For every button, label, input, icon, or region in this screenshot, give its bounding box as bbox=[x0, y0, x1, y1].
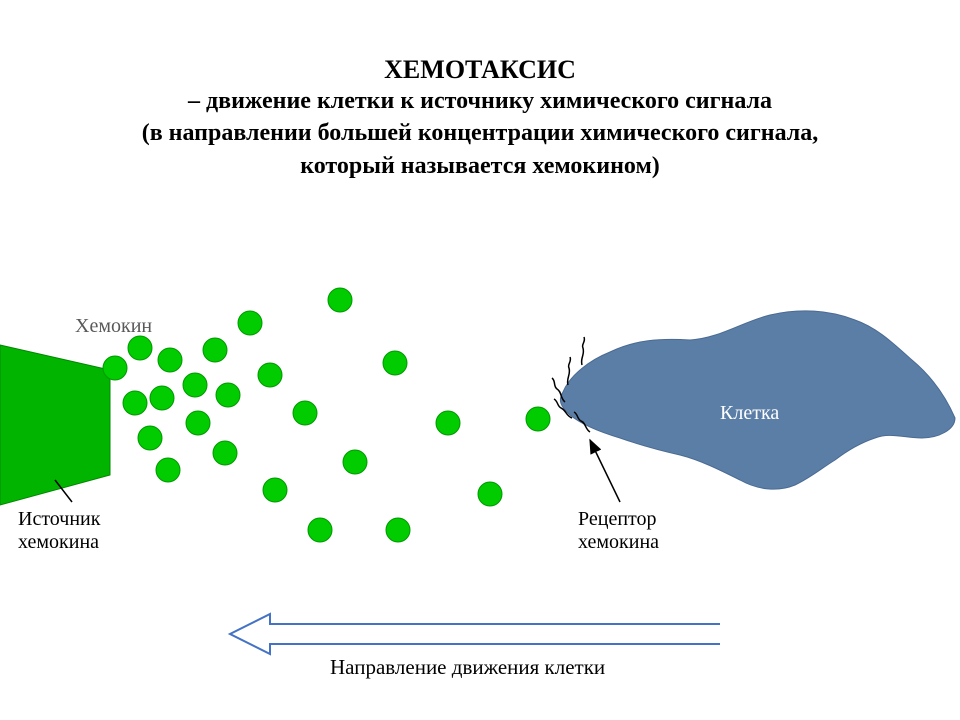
chemokine-particle bbox=[183, 373, 207, 397]
chemokine-particle bbox=[123, 391, 147, 415]
source-label-l2: хемокина bbox=[18, 531, 99, 553]
direction-label: Направление движения клетки bbox=[330, 655, 605, 680]
chemokine-particle bbox=[203, 338, 227, 362]
chemokine-particle bbox=[386, 518, 410, 542]
chemokine-particle bbox=[238, 311, 262, 335]
chemokine-particle bbox=[383, 351, 407, 375]
chemokine-particle bbox=[158, 348, 182, 372]
receptor-label-l1: Рецептор bbox=[578, 508, 657, 530]
source-label-l1: Источник bbox=[18, 508, 100, 530]
receptor-icon bbox=[582, 337, 585, 365]
chemokine-particle bbox=[128, 336, 152, 360]
chemokine-particle bbox=[343, 450, 367, 474]
chemokine-particle bbox=[328, 288, 352, 312]
chemotaxis-diagram bbox=[0, 0, 960, 720]
receptor-icon bbox=[552, 378, 565, 402]
chemokine-particle bbox=[186, 411, 210, 435]
chemokine-particle bbox=[526, 407, 550, 431]
cell-body bbox=[560, 311, 955, 489]
chemokine-particle bbox=[156, 458, 180, 482]
receptor-label-l2: хемокина bbox=[578, 531, 659, 553]
source-label: Источник хемокина bbox=[18, 508, 100, 554]
chemokine-particle bbox=[138, 426, 162, 450]
receptor-pointer-arrow bbox=[590, 440, 620, 502]
chemokine-particle bbox=[293, 401, 317, 425]
chemokine-particle bbox=[478, 482, 502, 506]
chemokine-particle bbox=[308, 518, 332, 542]
chemokine-particles bbox=[103, 288, 550, 542]
receptor-label: Рецептор хемокина bbox=[578, 508, 659, 554]
cell-label: Клетка bbox=[720, 402, 779, 425]
chemokine-particle bbox=[258, 363, 282, 387]
chemokine-particle bbox=[263, 478, 287, 502]
chemokine-particle bbox=[150, 386, 174, 410]
chemokine-particle bbox=[213, 441, 237, 465]
chemokine-particle bbox=[216, 383, 240, 407]
chemokine-particle bbox=[436, 411, 460, 435]
chemokine-label: Хемокин bbox=[75, 315, 152, 338]
chemokine-particle bbox=[103, 356, 127, 380]
direction-arrow bbox=[230, 614, 720, 654]
